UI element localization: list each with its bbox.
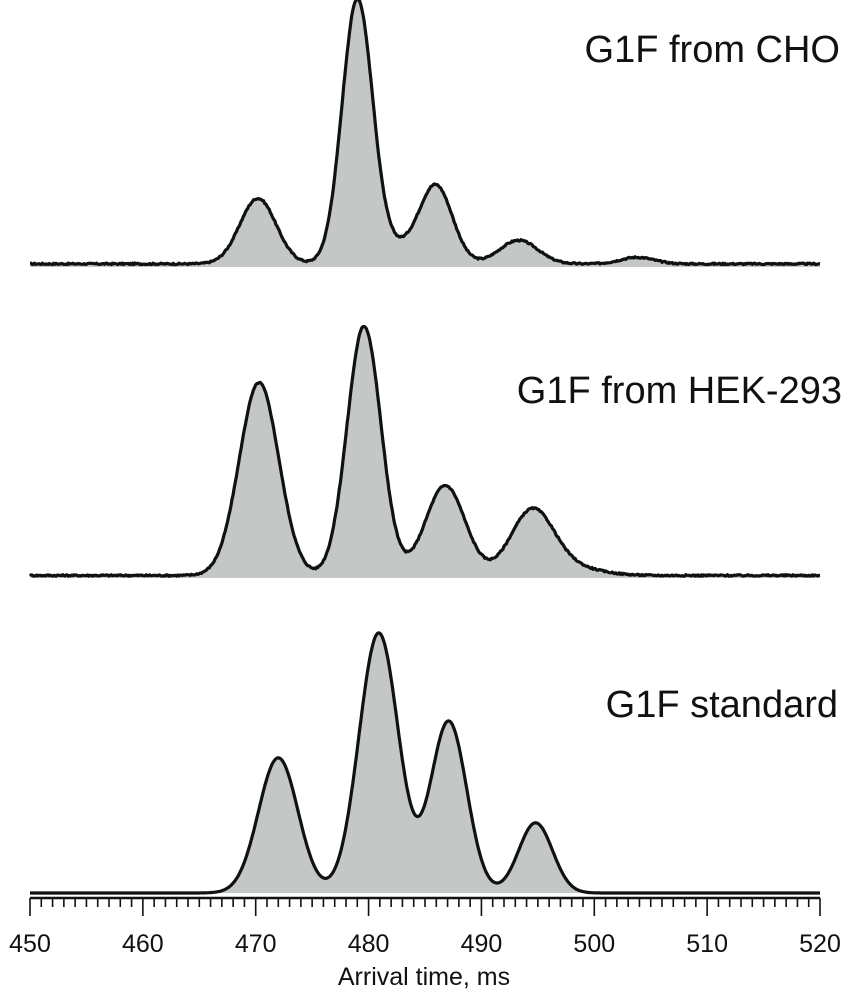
x-axis-tick-labels: 450 460 470 480 490 500 510 520	[9, 930, 841, 958]
x-tick-label: 490	[461, 930, 503, 958]
x-tick-label: 520	[799, 930, 841, 958]
x-tick-label: 470	[235, 930, 277, 958]
x-axis-title: Arrival time, ms	[338, 963, 510, 991]
panel-g1f-standard: G1F standard	[29, 631, 838, 895]
x-tick-label: 450	[9, 930, 51, 958]
trace-fill-cho	[30, 0, 820, 267]
x-tick-label: 500	[573, 930, 615, 958]
trace-line-standard	[29, 631, 821, 895]
x-tick-label: 480	[348, 930, 390, 958]
panel-label-hek-293: G1F from HEK-293	[517, 370, 842, 412]
x-tick-label: 510	[686, 930, 728, 958]
x-axis: 450 460 470 480 490 500 510 520 Arrival time, m…	[9, 896, 841, 991]
x-tick-label: 460	[122, 930, 164, 958]
trace-line-cho	[29, 0, 821, 267]
panel-label-cho: G1F from CHO	[585, 29, 840, 71]
trace-fill-standard	[30, 632, 820, 893]
panel-g1f-from-cho: G1F from CHO	[29, 0, 840, 267]
trace-line-hek-293	[28, 324, 821, 578]
panel-g1f-from-hek-293: G1F from HEK-293	[28, 324, 842, 578]
trace-fill-hek-293	[30, 326, 820, 578]
x-axis-ticks	[29, 898, 821, 916]
panel-label-standard: G1F standard	[606, 684, 838, 726]
